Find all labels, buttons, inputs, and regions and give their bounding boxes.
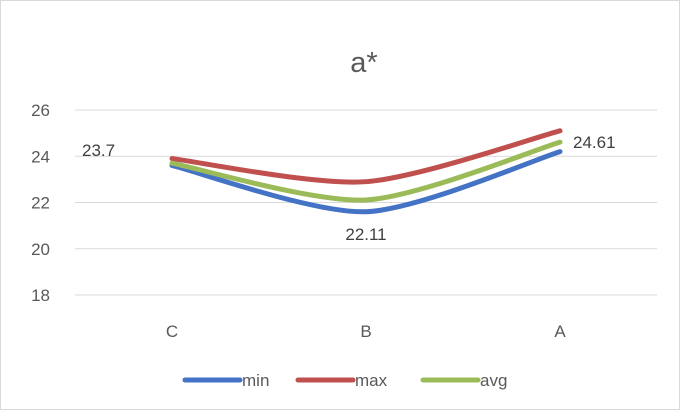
data-label: 22.11 (345, 225, 386, 244)
y-tick-label: 20 (31, 240, 50, 259)
data-label: 24.61 (573, 133, 616, 152)
legend: min max avg (182, 371, 507, 390)
y-axis-ticks: 18 20 22 24 26 (31, 101, 50, 305)
data-labels: 23.7 22.11 24.61 (82, 133, 616, 244)
legend-label-avg: avg (480, 371, 507, 390)
series-line-max (169, 128, 563, 185)
series-lines (169, 128, 563, 215)
gridlines (75, 109, 657, 296)
series-line-min (169, 149, 563, 215)
y-tick-label: 24 (31, 147, 50, 166)
x-tick-label: A (554, 322, 566, 341)
legend-label-min: min (242, 371, 269, 390)
series-line-avg (169, 139, 563, 203)
legend-label-max: max (355, 371, 388, 390)
x-tick-label: C (166, 322, 178, 341)
chart-title: a* (350, 47, 377, 79)
x-tick-label: B (360, 322, 371, 341)
y-tick-label: 18 (31, 286, 50, 305)
data-label: 23.7 (82, 141, 115, 160)
y-tick-label: 26 (31, 101, 50, 120)
y-tick-label: 22 (31, 194, 50, 213)
